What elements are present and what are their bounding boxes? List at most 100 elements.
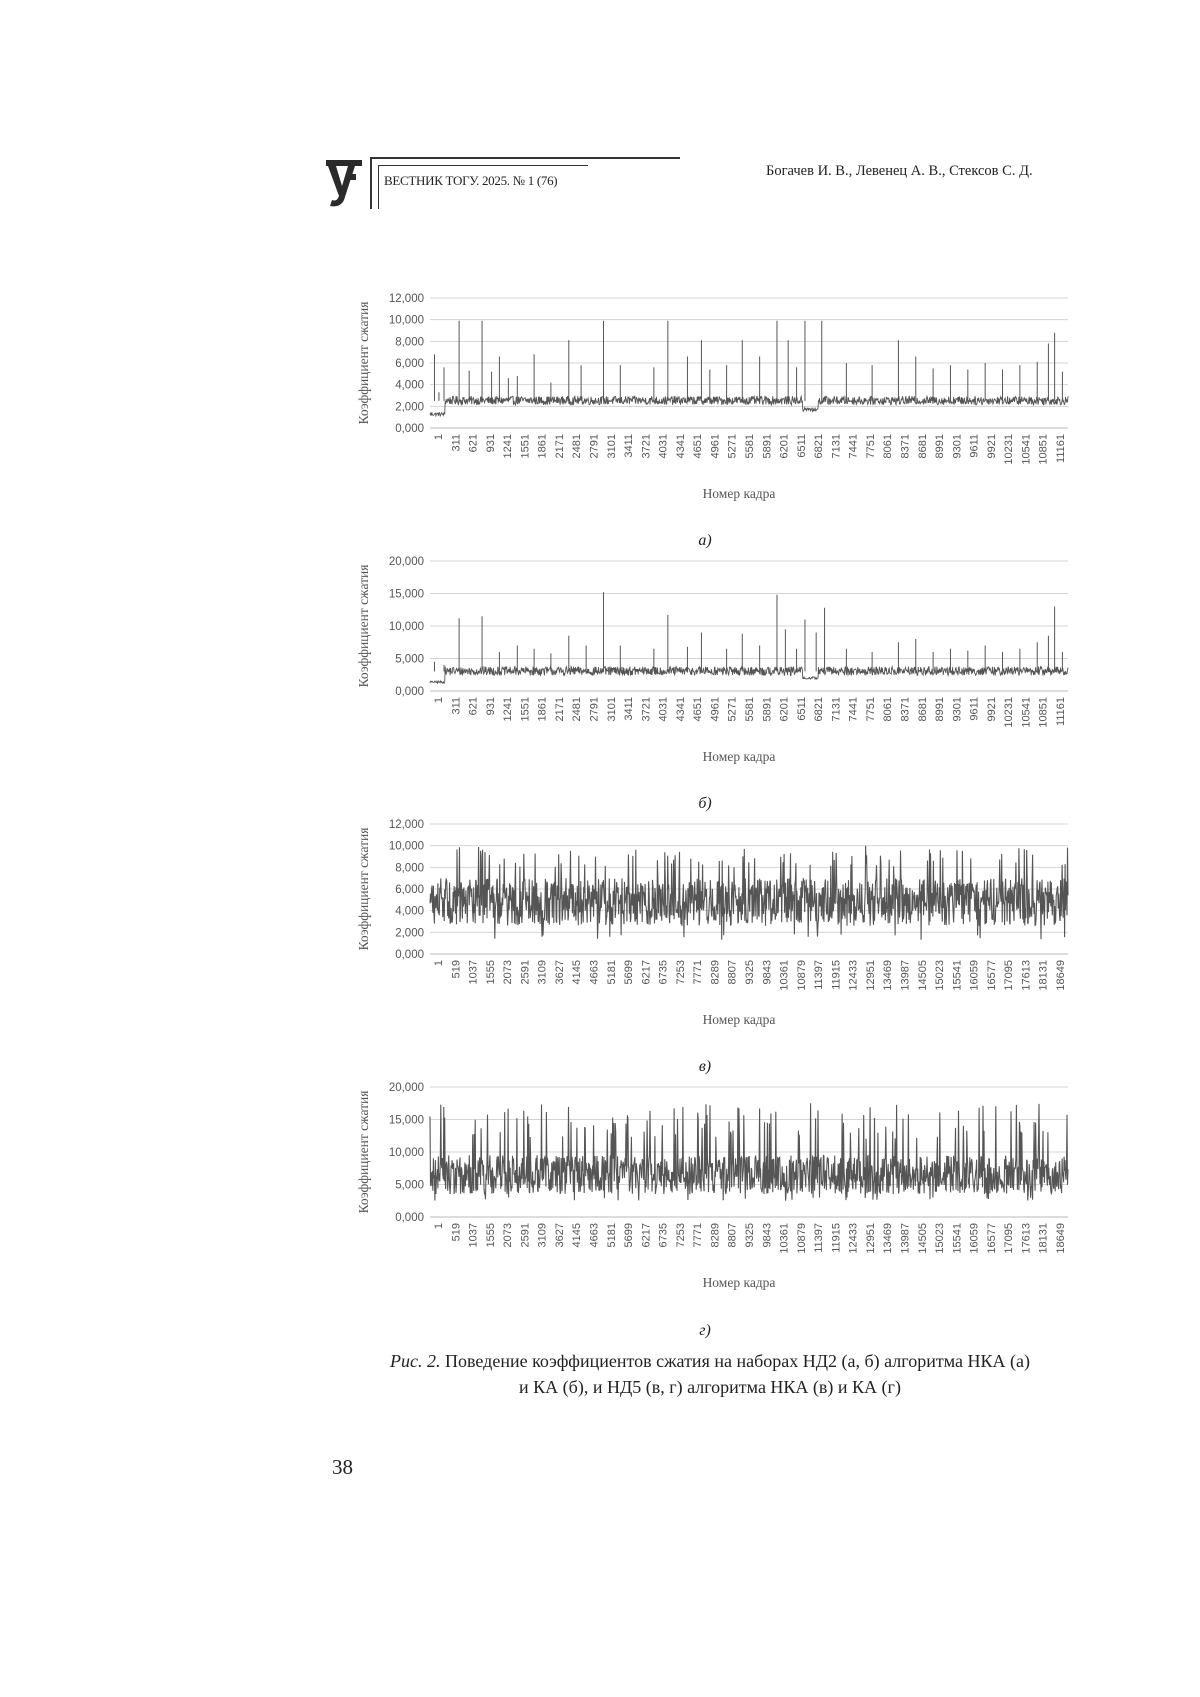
x-tick-label: 13987 [900,960,912,991]
y-tick-label: 0,000 [395,423,424,435]
x-tick-label: 17613 [1020,1223,1032,1254]
x-tick-label: 3627 [554,1223,566,1247]
caption-line-1: Поведение коэффициентов сжатия на набора… [441,1351,1030,1371]
x-tick-label: 2073 [502,1223,514,1247]
y-axis-label: Коэффициент сжатия [356,565,371,688]
x-tick-label: 15541 [951,1223,963,1254]
x-tick-label: 1241 [502,697,514,721]
x-tick-label: 3109 [537,960,549,984]
x-tick-label: 311 [450,434,462,452]
y-tick-label: 0,000 [395,949,424,961]
y-tick-label: 10,000 [389,621,424,633]
y-tick-label: 0,000 [395,1212,424,1224]
x-tick-label: 9921 [986,434,998,458]
x-tick-label: 8807 [727,960,739,984]
x-tick-label: 8991 [934,697,946,721]
x-tick-label: 3627 [554,960,566,984]
x-tick-label: 4961 [709,434,721,458]
x-tick-label: 4663 [589,960,601,984]
x-tick-label: 2591 [519,1223,531,1247]
x-tick-label: 11161 [1055,434,1067,463]
panel-label-v: в) [690,1058,720,1076]
x-tick-label: 8681 [917,434,929,458]
panel-label-a: а) [690,532,720,550]
x-tick-label: 16577 [986,960,998,991]
y-tick-label: 10,000 [389,1147,424,1159]
x-tick-label: 16577 [986,1223,998,1254]
x-tick-label: 4663 [589,1223,601,1247]
x-tick-label: 8371 [900,434,912,458]
y-axis-label: Коэффициент сжатия [356,1091,371,1214]
x-tick-label: 6201 [779,697,791,721]
y-tick-label: 4,000 [395,380,424,392]
x-tick-label: 5699 [623,1223,635,1247]
x-tick-label: 6735 [658,1223,670,1247]
caption-prefix: Рис. 2. [390,1351,440,1371]
x-tick-label: 2171 [554,434,566,458]
x-tick-label: 311 [450,697,462,715]
x-tick-label: 4031 [658,697,670,721]
x-tick-label: 8061 [882,697,894,721]
x-tick-label: 6511 [796,434,808,458]
x-tick-label: 18649 [1055,1223,1067,1254]
x-tick-label: 7131 [830,434,842,458]
x-tick-label: 9921 [986,697,998,721]
x-tick-label: 3721 [640,434,652,458]
x-tick-label: 5271 [727,434,739,458]
y-tick-label: 10,000 [389,841,424,853]
x-tick-label: 15023 [934,960,946,991]
x-tick-label: 10879 [796,1223,808,1254]
y-tick-label: 8,000 [395,336,424,348]
x-tick-label: 13987 [900,1223,912,1254]
y-tick-label: 5,000 [395,1180,424,1192]
series-line [430,846,1068,940]
x-tick-label: 13469 [882,960,894,991]
x-tick-label: 7771 [692,960,704,984]
x-tick-label: 14505 [917,1223,929,1254]
header-rule-vertical [370,157,372,209]
x-tick-label: 9611 [969,434,981,458]
x-tick-label: 519 [450,960,462,978]
x-tick-label: 1 [433,434,445,440]
y-tick-label: 15,000 [389,1115,424,1127]
x-tick-label: 5699 [623,960,635,984]
x-tick-label: 8289 [709,960,721,984]
y-tick-label: 6,000 [395,884,424,896]
x-tick-label: 6217 [640,960,652,984]
x-tick-label: 1555 [485,1223,497,1247]
x-tick-label: 4961 [709,697,721,721]
x-tick-label: 1241 [502,434,514,458]
panel-label-g: г) [690,1322,720,1340]
x-axis-label: Номер кадра [703,749,776,764]
x-tick-label: 17613 [1020,960,1032,991]
header-rule-vertical-inner [378,165,379,209]
x-tick-label: 10851 [1038,697,1050,728]
y-tick-label: 15,000 [389,589,424,601]
x-tick-label: 1 [433,697,445,703]
x-tick-label: 1551 [519,697,531,721]
x-tick-label: 16059 [969,1223,981,1254]
x-tick-label: 4145 [571,1223,583,1247]
x-tick-label: 7441 [848,697,860,721]
x-tick-label: 10231 [1003,697,1015,728]
header-rule-mid [378,165,588,166]
x-tick-label: 10361 [779,1223,791,1254]
x-tick-label: 7441 [848,434,860,458]
x-tick-label: 519 [450,1223,462,1241]
x-tick-label: 4651 [692,434,704,458]
x-tick-label: 11397 [813,1223,825,1253]
y-tick-label: 12,000 [389,819,424,831]
x-tick-label: 1551 [519,434,531,458]
x-tick-label: 5271 [727,697,739,721]
x-tick-label: 7253 [675,960,687,984]
x-tick-label: 15023 [934,1223,946,1254]
x-tick-label: 12951 [865,1223,877,1254]
x-tick-label: 10541 [1020,697,1032,728]
x-tick-label: 2073 [502,960,514,984]
y-tick-label: 2,000 [395,927,424,939]
x-tick-label: 5581 [744,697,756,721]
x-tick-label: 10231 [1003,434,1015,465]
x-tick-label: 7751 [865,697,877,721]
x-tick-label: 8807 [727,1223,739,1247]
x-tick-label: 16059 [969,960,981,991]
